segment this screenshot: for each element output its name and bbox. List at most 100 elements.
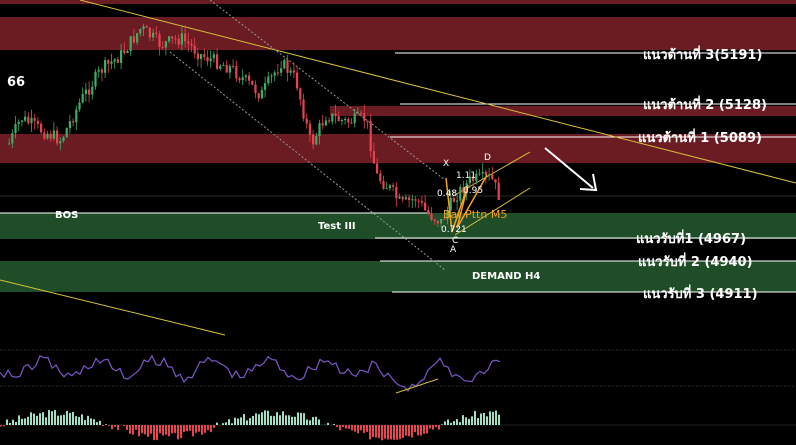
macd-bar bbox=[393, 425, 395, 440]
macd-bar bbox=[252, 415, 254, 425]
candle-body bbox=[424, 202, 427, 211]
macd-bar bbox=[312, 417, 314, 425]
candle-body bbox=[360, 112, 363, 114]
candle-body bbox=[216, 54, 219, 69]
macd-bar bbox=[483, 412, 485, 425]
candle-body bbox=[446, 210, 449, 220]
candle-body bbox=[174, 38, 177, 40]
candle-body bbox=[468, 176, 471, 184]
macd-bar bbox=[294, 416, 296, 425]
candle-body bbox=[168, 36, 171, 42]
macd-bar bbox=[192, 425, 194, 437]
candle-body bbox=[395, 186, 398, 199]
macd-bar bbox=[57, 415, 59, 425]
candle-body bbox=[273, 72, 276, 76]
candle-body bbox=[328, 120, 331, 122]
macd-bar bbox=[408, 425, 410, 437]
candle-body bbox=[148, 27, 151, 38]
resistance-3-label: แนวต้านที่ 3(5191) bbox=[643, 45, 762, 63]
candle-body bbox=[209, 58, 212, 62]
candle-body bbox=[46, 133, 49, 139]
candle-body bbox=[203, 54, 206, 58]
candle-body bbox=[350, 122, 353, 124]
macd-bar bbox=[177, 425, 179, 440]
candle-body bbox=[366, 120, 369, 122]
candle-body bbox=[353, 113, 356, 124]
macd-bar bbox=[222, 423, 224, 425]
candle-body bbox=[331, 113, 334, 122]
candle-body bbox=[321, 123, 324, 126]
macd-bar bbox=[381, 425, 383, 441]
candle-body bbox=[292, 70, 295, 73]
candle-body bbox=[36, 120, 39, 124]
macd-bar bbox=[429, 425, 431, 429]
macd-bar bbox=[171, 425, 173, 434]
candle-body bbox=[324, 120, 327, 126]
candle-body bbox=[472, 176, 475, 182]
macd-bar bbox=[390, 425, 392, 440]
candle-body bbox=[187, 41, 190, 44]
macd-bar bbox=[249, 418, 251, 425]
macd-bar bbox=[240, 417, 242, 425]
candle-body bbox=[33, 117, 36, 121]
point-a-label: A bbox=[450, 245, 457, 255]
support-3-label: แนวรับที่ 3 (4911) bbox=[643, 284, 758, 302]
macd-bar bbox=[216, 422, 218, 425]
pattern-line-lower bbox=[454, 187, 531, 236]
macd-bar bbox=[261, 412, 263, 425]
candle-body bbox=[219, 65, 222, 69]
macd-bar bbox=[303, 413, 305, 425]
candle-body bbox=[56, 130, 59, 144]
candle-body bbox=[427, 210, 430, 214]
candle-body bbox=[283, 60, 286, 69]
macd-bar bbox=[9, 422, 11, 425]
candle-body bbox=[212, 54, 215, 59]
candle-body bbox=[456, 200, 459, 202]
macd-bar bbox=[396, 425, 398, 440]
pattern-label: Bat Pttn M5 bbox=[443, 208, 507, 221]
candle-body bbox=[225, 65, 228, 73]
macd-bar bbox=[489, 411, 491, 425]
candle-body bbox=[155, 32, 158, 35]
macd-bar bbox=[318, 419, 320, 425]
candle-body bbox=[491, 174, 494, 180]
macd-bar bbox=[354, 425, 356, 432]
macd-bar bbox=[63, 414, 65, 425]
demand-zone-1 bbox=[0, 213, 796, 239]
candle-body bbox=[488, 174, 491, 176]
candle-body bbox=[401, 196, 404, 200]
candle-body bbox=[382, 181, 385, 189]
candle-body bbox=[276, 72, 279, 74]
candle-body bbox=[136, 33, 139, 43]
candle-body bbox=[289, 70, 292, 73]
macd-bar bbox=[165, 425, 167, 435]
macd-bar bbox=[96, 422, 98, 425]
macd-bar bbox=[69, 412, 71, 425]
candle-body bbox=[497, 182, 500, 200]
candle-body bbox=[184, 33, 187, 42]
macd-bar bbox=[36, 415, 38, 425]
macd-bar bbox=[99, 420, 101, 425]
macd-bar bbox=[276, 412, 278, 425]
macd-bar bbox=[15, 421, 17, 425]
candle-body bbox=[238, 78, 241, 81]
macd-bar bbox=[267, 410, 269, 425]
macd-bar bbox=[447, 419, 449, 425]
candle-body bbox=[113, 59, 116, 62]
macd-bar bbox=[243, 414, 245, 425]
candle-body bbox=[347, 118, 350, 123]
macd-bar bbox=[453, 421, 455, 425]
candle-body bbox=[379, 173, 382, 182]
macd-bar bbox=[423, 425, 425, 434]
candle-body bbox=[206, 57, 209, 62]
candle-body bbox=[299, 88, 302, 100]
macd-bar bbox=[498, 414, 500, 425]
candle-body bbox=[443, 218, 446, 220]
macd-bar bbox=[162, 425, 164, 436]
candle-body bbox=[244, 75, 247, 78]
macd-bar bbox=[363, 425, 365, 433]
candle-body bbox=[475, 173, 478, 182]
resistance-1-label: แนวต้านที่ 1 (5089) bbox=[638, 128, 762, 146]
macd-bar bbox=[411, 425, 413, 438]
candle-body bbox=[494, 179, 497, 183]
